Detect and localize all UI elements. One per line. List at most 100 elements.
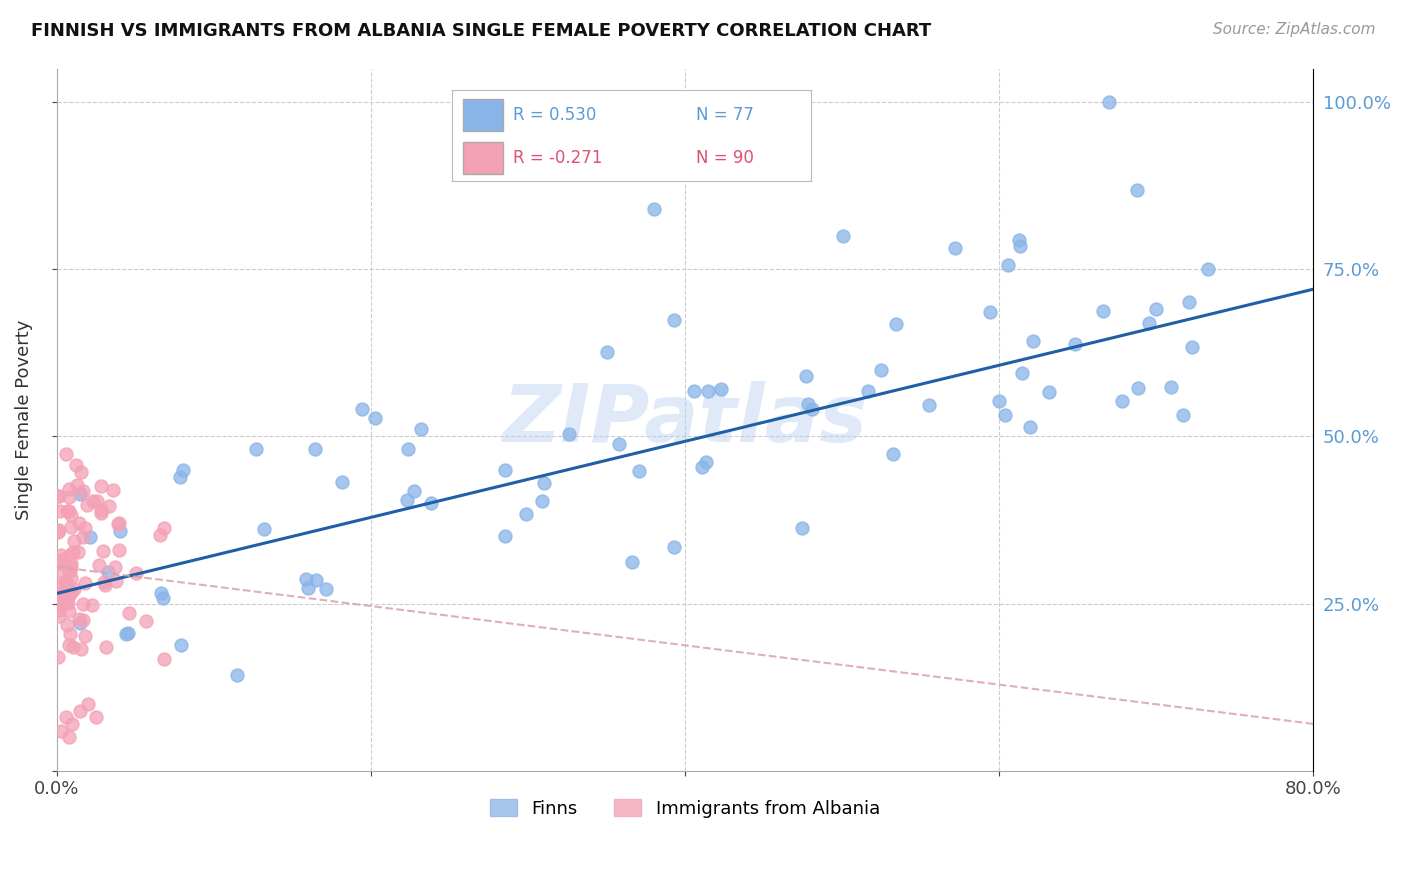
Point bbox=[46, 489, 69, 503]
Point bbox=[60, 508, 83, 522]
Point bbox=[58, 627, 80, 641]
Point bbox=[52, 566, 75, 581]
Point bbox=[73, 575, 96, 590]
Point bbox=[115, 626, 138, 640]
Point bbox=[55, 596, 77, 610]
Point bbox=[1111, 393, 1133, 408]
Point bbox=[1160, 379, 1182, 393]
Point bbox=[58, 482, 80, 496]
Point bbox=[1181, 340, 1204, 354]
Point bbox=[664, 313, 686, 327]
Point bbox=[79, 530, 101, 544]
Point bbox=[943, 241, 966, 255]
Point bbox=[135, 614, 157, 628]
Point bbox=[67, 516, 90, 531]
Point bbox=[59, 587, 82, 601]
Point bbox=[662, 541, 685, 555]
Point bbox=[621, 555, 644, 569]
Point bbox=[97, 565, 120, 579]
Point bbox=[49, 596, 72, 610]
Point bbox=[51, 591, 73, 606]
Legend: Finns, Immigrants from Albania: Finns, Immigrants from Albania bbox=[482, 792, 887, 825]
Point bbox=[1021, 334, 1043, 348]
Point bbox=[315, 582, 337, 596]
Point bbox=[683, 384, 706, 399]
Point bbox=[695, 455, 717, 469]
Point bbox=[59, 556, 82, 570]
Point bbox=[62, 640, 84, 655]
Point bbox=[56, 584, 79, 599]
Point bbox=[66, 477, 89, 491]
Point bbox=[245, 442, 267, 456]
Y-axis label: Single Female Poverty: Single Female Poverty bbox=[15, 319, 32, 520]
Point bbox=[60, 560, 83, 574]
Point bbox=[58, 596, 80, 610]
Point bbox=[65, 458, 87, 472]
Point bbox=[710, 382, 733, 396]
Point bbox=[89, 558, 111, 573]
Point bbox=[86, 494, 108, 508]
Point bbox=[997, 258, 1019, 272]
Point bbox=[1197, 262, 1219, 277]
Point bbox=[107, 516, 129, 531]
Point bbox=[48, 603, 70, 617]
Point bbox=[494, 463, 516, 477]
Point bbox=[330, 475, 353, 489]
Point bbox=[72, 483, 94, 498]
Text: ZIPatlas: ZIPatlas bbox=[502, 381, 868, 458]
Point bbox=[884, 317, 907, 331]
Point bbox=[69, 641, 91, 656]
Point bbox=[49, 549, 72, 563]
Point bbox=[856, 384, 879, 398]
Point bbox=[82, 493, 104, 508]
Point bbox=[797, 397, 820, 411]
Point bbox=[59, 585, 82, 599]
Point bbox=[90, 507, 112, 521]
Point bbox=[979, 304, 1001, 318]
Point bbox=[69, 704, 91, 718]
Point bbox=[48, 594, 70, 608]
Point bbox=[60, 520, 83, 534]
Point bbox=[104, 560, 127, 574]
Point bbox=[419, 496, 441, 510]
Point bbox=[596, 344, 619, 359]
Point bbox=[253, 522, 276, 536]
Point bbox=[49, 578, 72, 592]
Point bbox=[55, 574, 77, 589]
Point bbox=[152, 591, 174, 605]
Point bbox=[63, 534, 86, 549]
Point bbox=[96, 640, 118, 654]
Point bbox=[91, 544, 114, 558]
Point bbox=[402, 483, 425, 498]
Point bbox=[124, 566, 146, 580]
Point bbox=[533, 475, 555, 490]
Point bbox=[58, 604, 80, 618]
Point bbox=[494, 529, 516, 543]
Point bbox=[1137, 317, 1160, 331]
Point bbox=[1091, 303, 1114, 318]
Point bbox=[56, 579, 79, 593]
Point bbox=[53, 575, 76, 590]
Point bbox=[55, 710, 77, 724]
Point bbox=[58, 731, 80, 745]
Point bbox=[800, 401, 823, 416]
Point bbox=[90, 503, 112, 517]
Point bbox=[48, 556, 70, 570]
Point bbox=[72, 614, 94, 628]
Point bbox=[1171, 408, 1194, 422]
Point bbox=[152, 521, 174, 535]
Point bbox=[297, 581, 319, 595]
Point bbox=[103, 483, 125, 498]
Point bbox=[53, 587, 76, 601]
Point bbox=[67, 612, 90, 626]
Point bbox=[118, 607, 141, 621]
Point bbox=[150, 585, 173, 599]
Point bbox=[46, 525, 69, 540]
Point bbox=[643, 202, 665, 216]
Point bbox=[350, 402, 373, 417]
Point bbox=[1018, 419, 1040, 434]
Point bbox=[84, 710, 107, 724]
Point bbox=[97, 500, 120, 514]
Point bbox=[82, 598, 104, 612]
Point bbox=[304, 573, 326, 587]
